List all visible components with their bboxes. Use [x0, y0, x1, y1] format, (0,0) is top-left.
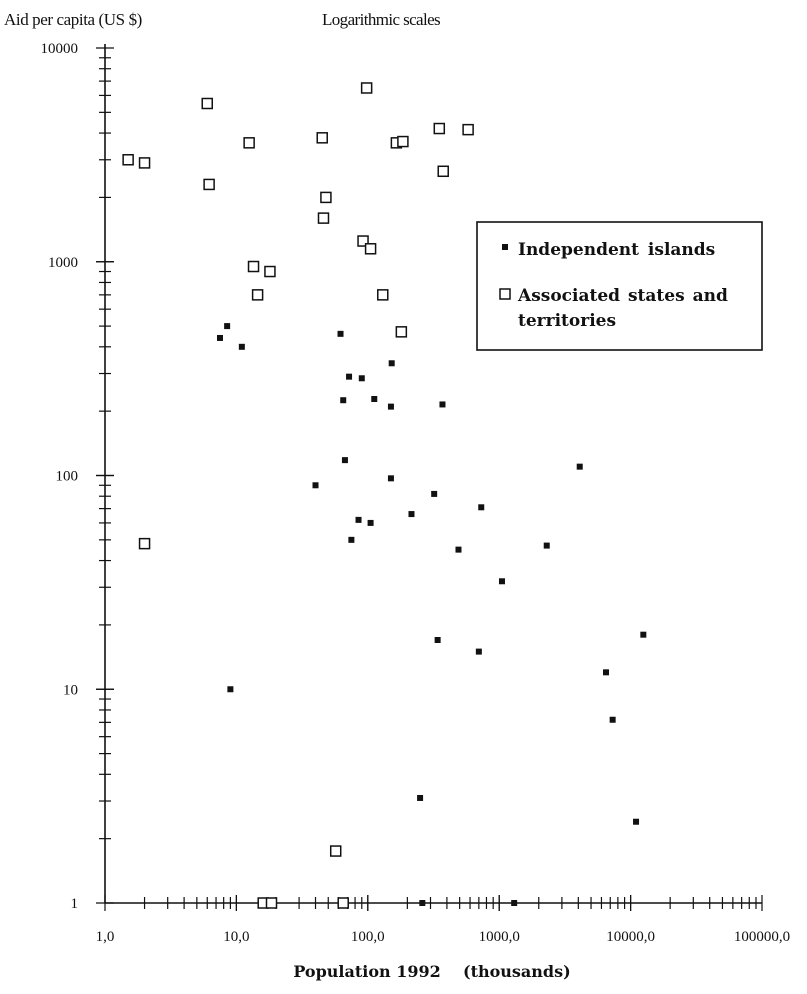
- point-associated: [462, 123, 474, 136]
- point-independent: [640, 631, 647, 638]
- point-independent: [609, 716, 616, 723]
- legend-marker-associated: [499, 288, 511, 300]
- point-associated: [329, 845, 342, 857]
- point-independent: [355, 516, 362, 523]
- point-independent: [341, 457, 348, 464]
- point-independent: [388, 360, 395, 367]
- point-associated: [122, 154, 134, 166]
- point-independent: [576, 463, 583, 470]
- x-tick-label: 100,0: [351, 929, 385, 945]
- point-independent: [238, 343, 245, 350]
- y-axis-label: Aid per capita (US $): [4, 10, 142, 29]
- y-tick-label: 10000: [41, 41, 79, 57]
- point-associated: [433, 122, 446, 135]
- point-independent: [439, 401, 446, 408]
- point-independent: [431, 490, 438, 497]
- point-associated: [138, 157, 151, 169]
- x-tick-label: 10,0: [223, 929, 249, 945]
- y-tick-label: 100: [56, 469, 79, 485]
- x-tick-label: 1,0: [96, 929, 115, 945]
- point-associated: [360, 82, 373, 94]
- point-associated: [437, 165, 449, 178]
- point-independent: [340, 397, 347, 404]
- x-tick-label: 10000,0: [606, 929, 655, 945]
- point-associated: [317, 212, 330, 224]
- point-associated: [337, 897, 349, 909]
- legend-label-associated: Associated states and territories: [517, 286, 736, 331]
- y-tick-label: 1000: [48, 255, 78, 271]
- legend: Independent islands Associated states an…: [476, 221, 763, 351]
- point-independent: [455, 546, 462, 553]
- point-independent: [475, 648, 482, 655]
- point-independent: [543, 542, 550, 549]
- point-independent: [434, 636, 441, 643]
- x-axis-label: Population 1992 (thousands): [293, 962, 570, 981]
- chart-title: Logarithmic scales: [322, 10, 440, 29]
- y-tick-label: 1: [71, 896, 79, 912]
- point-associated: [247, 260, 260, 273]
- point-independent: [371, 395, 378, 402]
- point-associated: [138, 537, 151, 550]
- point-associated: [364, 243, 377, 255]
- point-independent: [633, 818, 640, 825]
- legend-marker-independent: [502, 244, 508, 250]
- point-associated: [203, 178, 215, 191]
- point-independent: [312, 482, 319, 489]
- y-tick-label: 10: [63, 682, 78, 698]
- point-independent: [417, 794, 424, 801]
- legend-box: [476, 221, 763, 351]
- point-independent: [511, 900, 518, 906]
- point-associated: [377, 289, 389, 301]
- point-associated: [201, 97, 213, 110]
- point-associated: [316, 132, 328, 144]
- point-independent: [224, 323, 231, 330]
- x-tick-label: 1000,0: [479, 929, 520, 945]
- point-associated: [320, 191, 332, 204]
- point-independent: [387, 475, 394, 482]
- legend-label-independent: Independent islands: [518, 240, 715, 260]
- point-independent: [419, 900, 426, 906]
- point-associated: [265, 897, 278, 909]
- point-associated: [264, 265, 276, 278]
- point-associated: [357, 235, 369, 247]
- point-independent: [387, 403, 394, 410]
- point-independent: [227, 686, 234, 693]
- point-independent: [348, 536, 355, 543]
- point-independent: [216, 334, 223, 341]
- point-associated: [395, 326, 408, 338]
- point-independent: [358, 375, 365, 382]
- point-independent: [346, 373, 353, 380]
- point-associated: [397, 135, 409, 148]
- point-independent: [367, 519, 374, 526]
- point-independent: [337, 330, 344, 337]
- point-independent: [408, 511, 415, 518]
- x-tick-label: 100000,0: [734, 929, 790, 945]
- point-independent: [498, 578, 505, 585]
- point-independent: [603, 669, 610, 676]
- point-independent: [478, 504, 485, 511]
- point-associated: [251, 289, 264, 301]
- point-associated: [243, 137, 255, 149]
